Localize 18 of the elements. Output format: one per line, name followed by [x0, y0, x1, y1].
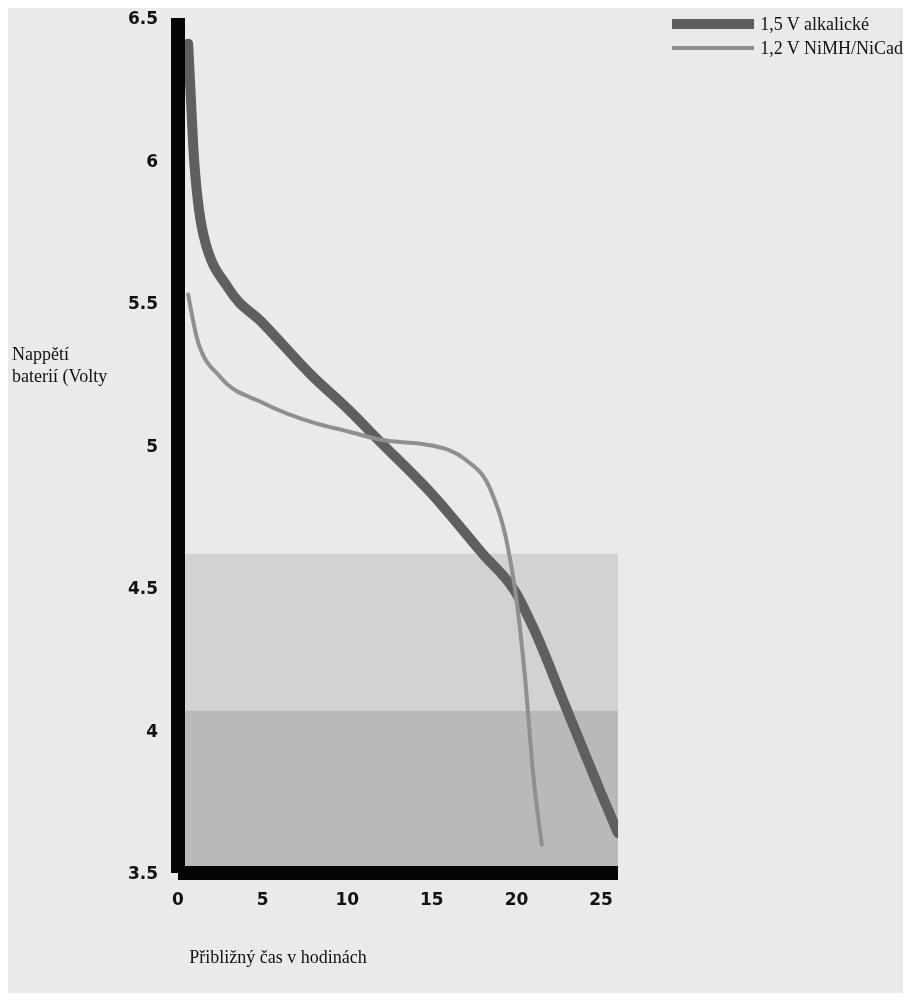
x-axis-title: Přibližný čas v hodinách	[189, 947, 367, 967]
y-tick-label: 6.5	[127, 8, 158, 29]
line-series	[186, 292, 544, 847]
x-tick-label: 10	[335, 889, 360, 910]
x-tick-label: 20	[504, 889, 529, 910]
y-tick-label: 5	[146, 435, 158, 456]
y-tick-label: 5.5	[127, 293, 158, 314]
y-tick-label: 4	[146, 720, 159, 741]
legend-label: 1,2 V NiMH/NiCad	[760, 37, 903, 59]
x-tick-label: 25	[589, 889, 613, 910]
x-tick-label: 0	[172, 889, 185, 910]
y-tick-label: 3.5	[127, 863, 158, 884]
x-tick-label: 15	[420, 889, 444, 910]
x-tick-label: 5	[256, 889, 269, 910]
y-tick-label: 4.5	[127, 578, 158, 599]
y-tick-label: 6	[146, 150, 158, 171]
y-axis-title: Nappětí baterií (Volty	[12, 344, 108, 387]
legend-label: 1,5 V alkalické	[760, 13, 869, 35]
